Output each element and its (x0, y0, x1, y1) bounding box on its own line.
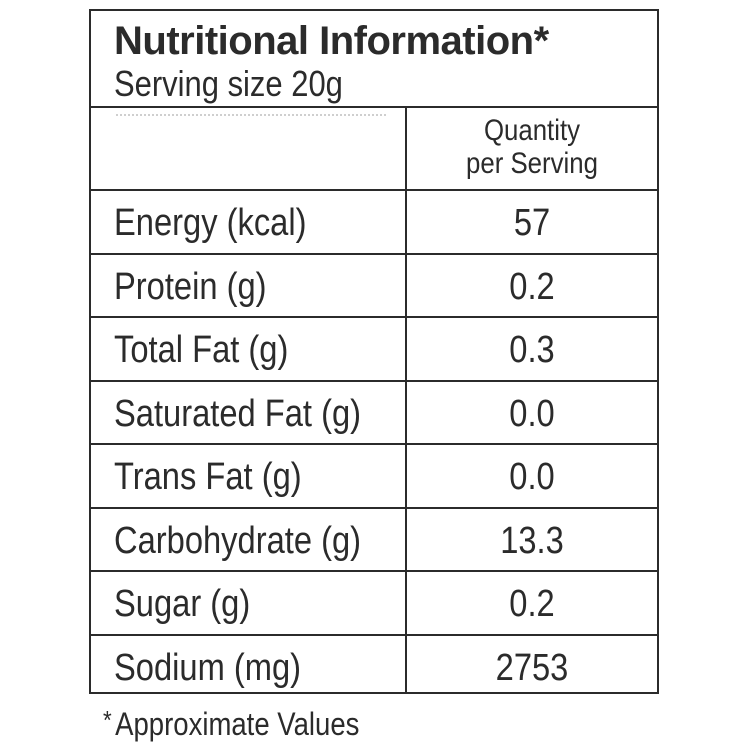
nutrient-name: Energy (kcal) (114, 202, 307, 244)
nutrient-name: Total Fat (g) (114, 329, 289, 371)
nutrient-name: Protein (g) (114, 265, 267, 308)
table-row: Trans Fat (g) 0.0 (91, 445, 657, 509)
quantity-column-header: Quantity per Serving (425, 114, 640, 180)
nutrition-table: Quantity per Serving Energy (kcal) 57 Pr… (91, 108, 657, 692)
column-header-line-1: Quantity (483, 114, 581, 147)
nutrient-value: 0.2 (509, 583, 555, 625)
nutrient-name: Sodium (mg) (114, 646, 302, 689)
nutrient-value: 0.0 (509, 456, 555, 498)
footnote-text: Approximate Values (115, 706, 360, 742)
footnote-asterisk: * (103, 705, 112, 735)
table-header-row: Quantity per Serving (91, 108, 657, 191)
nutrient-name: Carbohydrate (g) (114, 519, 362, 562)
table-row: Protein (g) 0.2 (91, 255, 657, 318)
nutrient-name: Sugar (g) (114, 583, 251, 625)
nutrient-value: 13.3 (500, 519, 564, 562)
label-title: Nutritional Information* (114, 19, 549, 63)
label-header: Nutritional Information* Serving size 20… (91, 11, 657, 108)
table-body: Energy (kcal) 57 Protein (g) 0.2 Total F… (91, 191, 657, 692)
nutrient-value: 0.0 (509, 392, 555, 435)
serving-size: Serving size 20g (114, 63, 343, 104)
nutrient-value: 2753 (495, 646, 569, 689)
dotted-rule (116, 114, 386, 116)
nutrient-value: 0.2 (509, 265, 555, 308)
table-row: Sugar (g) 0.2 (91, 572, 657, 636)
nutrient-value: 0.3 (509, 329, 555, 371)
table-row: Carbohydrate (g) 13.3 (91, 509, 657, 572)
nutrient-name: Saturated Fat (g) (114, 392, 362, 435)
table-row: Saturated Fat (g) 0.0 (91, 382, 657, 445)
table-row: Energy (kcal) 57 (91, 191, 657, 255)
nutrition-label: Nutritional Information* Serving size 20… (89, 9, 659, 694)
table-row: Sodium (mg) 2753 (91, 636, 657, 700)
column-header-line-2: per Serving (466, 147, 598, 180)
nutrient-value: 57 (513, 202, 551, 244)
column-divider (405, 108, 407, 692)
nutrient-name: Trans Fat (g) (114, 456, 302, 498)
footnote: * Approximate Values (103, 700, 359, 744)
table-row: Total Fat (g) 0.3 (91, 318, 657, 382)
